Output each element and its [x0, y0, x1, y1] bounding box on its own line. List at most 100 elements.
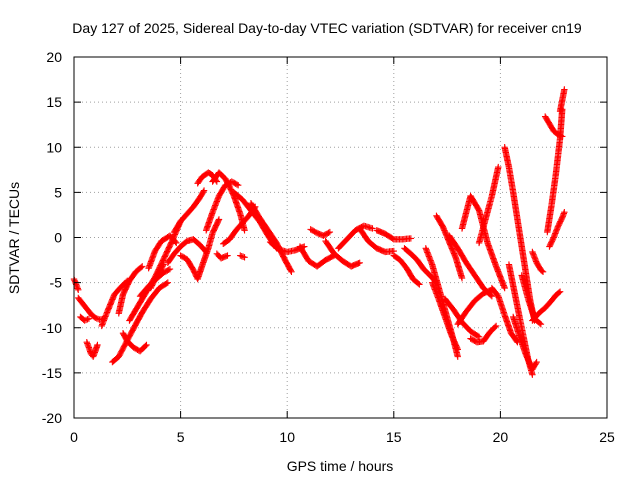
- series-arc-22: [237, 252, 248, 261]
- series-arc-5: [98, 277, 131, 330]
- y-tick-label: -15: [42, 365, 62, 381]
- axis-ticks: 0 5 10 15 20 25 -20 -15 -10 -5 0 5 10 15 20: [42, 49, 615, 445]
- data-point-marker: [326, 228, 334, 236]
- data-point-marker: [454, 353, 461, 360]
- series-arc-42: [488, 284, 521, 346]
- data-point-marker: [164, 279, 172, 286]
- series-arc-52: [546, 209, 568, 250]
- data-point-marker: [166, 265, 174, 273]
- data-point-marker: [173, 239, 180, 247]
- data-point-marker: [454, 346, 461, 353]
- series-arc-47: [529, 248, 547, 275]
- y-tick-label: -5: [50, 275, 63, 291]
- series-arc-16: [194, 169, 221, 187]
- data-point-marker: [82, 316, 90, 324]
- data-point-marker: [474, 332, 482, 340]
- series-arc-45: [509, 313, 540, 373]
- data-series: [70, 86, 568, 378]
- y-tick-label: -10: [42, 320, 62, 336]
- series-arc-51: [556, 86, 568, 115]
- data-point-marker: [491, 323, 499, 331]
- series-arc-19: [213, 250, 231, 262]
- data-point-marker: [142, 342, 149, 350]
- series-arc-25: [296, 243, 338, 270]
- data-point-marker: [163, 280, 170, 287]
- data-point-marker: [538, 267, 546, 275]
- data-point-marker: [234, 181, 242, 189]
- x-axis-label: GPS time / hours: [287, 458, 394, 474]
- y-tick-label: 10: [46, 139, 62, 155]
- data-point-marker: [241, 227, 248, 234]
- data-point-marker: [165, 266, 172, 274]
- data-point-marker: [139, 263, 146, 270]
- series-arc-14: [171, 187, 208, 236]
- data-point-marker: [81, 317, 88, 324]
- series-arc-11: [145, 232, 180, 272]
- data-point-marker: [537, 320, 545, 328]
- series-arc-30: [373, 227, 415, 243]
- chart-title: Day 127 of 2025, Sidereal Day-to-day VTE…: [72, 20, 582, 36]
- series-arc-7: [115, 263, 146, 317]
- data-point-marker: [224, 252, 231, 259]
- data-point-marker: [237, 252, 244, 259]
- data-point-marker: [556, 288, 564, 295]
- y-tick-label: -20: [42, 410, 62, 426]
- series-arc-41: [475, 163, 502, 247]
- y-tick-label: 20: [46, 49, 62, 65]
- data-point-marker: [458, 274, 466, 282]
- data-point-marker: [200, 188, 207, 195]
- data-point-marker: [356, 259, 363, 266]
- series-arc-4: [83, 338, 101, 360]
- series-arc-27: [322, 237, 363, 270]
- data-point-marker: [539, 268, 547, 275]
- data-point-marker: [215, 216, 223, 223]
- data-point-marker: [160, 261, 167, 268]
- data-point-marker: [492, 322, 500, 330]
- data-point-marker: [325, 229, 332, 237]
- series-arc-24: [266, 238, 308, 256]
- data-point-marker: [416, 281, 423, 288]
- series-arc-26: [307, 226, 334, 239]
- x-tick-label: 25: [599, 429, 615, 445]
- data-point-marker: [453, 344, 461, 352]
- series-arc-38: [454, 286, 496, 328]
- x-tick-label: 0: [70, 429, 78, 445]
- series-arc-3: [77, 313, 93, 324]
- data-point-marker: [239, 253, 247, 260]
- data-point-marker: [501, 284, 508, 292]
- series-arc-40: [467, 322, 500, 346]
- series-arc-50: [544, 106, 566, 236]
- data-point-marker: [536, 320, 544, 327]
- y-tick-label: 0: [54, 230, 62, 246]
- x-tick-label: 20: [493, 429, 509, 445]
- series-arc-28: [335, 222, 376, 252]
- data-point-marker: [75, 286, 82, 294]
- series-arc-8: [119, 329, 150, 355]
- series-arc-34: [428, 279, 461, 353]
- data-point-marker: [369, 225, 376, 232]
- data-point-marker: [529, 371, 536, 378]
- data-point-marker: [200, 187, 208, 194]
- series-arc-29: [356, 225, 397, 256]
- series-arc-31: [390, 252, 423, 288]
- series-arc-13: [164, 236, 210, 266]
- data-point-marker: [415, 280, 422, 287]
- data-point-marker: [495, 163, 502, 171]
- x-tick-label: 10: [279, 429, 295, 445]
- x-tick-label: 5: [177, 429, 185, 445]
- y-axis-label: SDTVAR / TECUs: [6, 182, 22, 294]
- series-arc-35: [433, 212, 466, 282]
- series-arc-23: [247, 200, 295, 275]
- data-point-marker: [238, 252, 245, 260]
- data-point-marker: [555, 289, 563, 296]
- data-point-marker: [287, 267, 295, 274]
- data-point-marker: [561, 209, 568, 216]
- data-point-marker: [159, 262, 167, 269]
- x-tick-label: 15: [386, 429, 402, 445]
- series-arc-17: [202, 178, 242, 234]
- data-point-marker: [561, 86, 568, 93]
- y-tick-label: 15: [46, 94, 62, 110]
- data-point-marker: [215, 217, 222, 224]
